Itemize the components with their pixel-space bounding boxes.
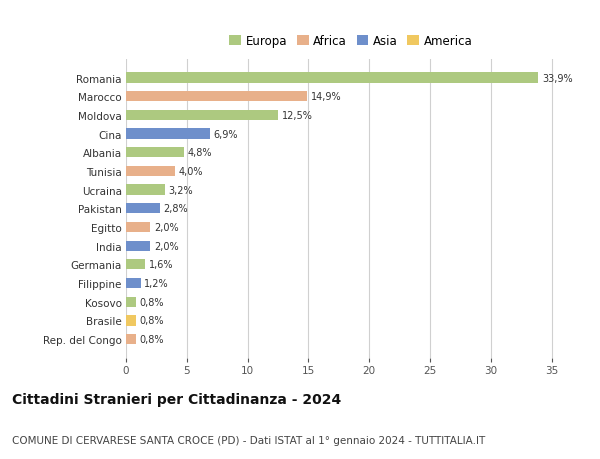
- Text: 4,8%: 4,8%: [188, 148, 212, 158]
- Bar: [126, 278, 140, 289]
- Text: 12,5%: 12,5%: [281, 111, 313, 121]
- Text: 33,9%: 33,9%: [542, 73, 572, 84]
- Text: 0,8%: 0,8%: [139, 334, 164, 344]
- Text: 4,0%: 4,0%: [178, 167, 203, 177]
- Legend: Europa, Africa, Asia, America: Europa, Africa, Asia, America: [227, 33, 475, 50]
- Bar: [126, 204, 160, 214]
- Bar: [126, 167, 175, 177]
- Text: 1,2%: 1,2%: [144, 279, 169, 288]
- Text: 0,8%: 0,8%: [139, 297, 164, 307]
- Text: 14,9%: 14,9%: [311, 92, 341, 102]
- Bar: [126, 222, 151, 233]
- Bar: [126, 185, 165, 196]
- Text: 3,2%: 3,2%: [169, 185, 193, 195]
- Bar: [126, 260, 145, 270]
- Bar: [126, 73, 538, 84]
- Text: 2,0%: 2,0%: [154, 223, 179, 232]
- Text: 6,9%: 6,9%: [214, 129, 238, 139]
- Bar: [126, 241, 151, 251]
- Bar: [126, 297, 136, 307]
- Bar: [126, 111, 278, 121]
- Text: 0,8%: 0,8%: [139, 316, 164, 326]
- Text: 2,0%: 2,0%: [154, 241, 179, 251]
- Bar: [126, 148, 184, 158]
- Bar: [126, 316, 136, 326]
- Text: 1,6%: 1,6%: [149, 260, 173, 270]
- Bar: [126, 334, 136, 344]
- Text: COMUNE DI CERVARESE SANTA CROCE (PD) - Dati ISTAT al 1° gennaio 2024 - TUTTITALI: COMUNE DI CERVARESE SANTA CROCE (PD) - D…: [12, 435, 485, 445]
- Bar: [126, 129, 210, 140]
- Bar: [126, 92, 307, 102]
- Text: Cittadini Stranieri per Cittadinanza - 2024: Cittadini Stranieri per Cittadinanza - 2…: [12, 392, 341, 406]
- Text: 2,8%: 2,8%: [164, 204, 188, 214]
